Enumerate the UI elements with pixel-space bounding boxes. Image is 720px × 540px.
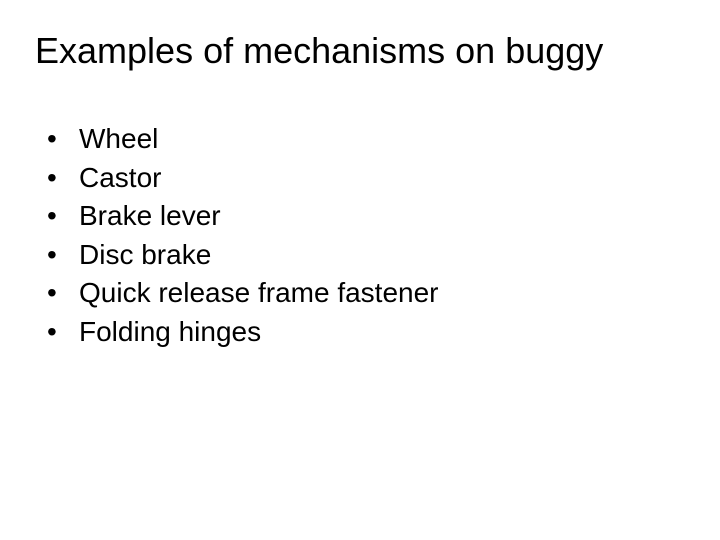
bullet-text: Wheel (79, 122, 685, 156)
list-item: • Brake lever (47, 199, 685, 233)
list-item: • Folding hinges (47, 315, 685, 349)
bullet-text: Disc brake (79, 238, 685, 272)
slide-container: Examples of mechanisms on buggy • Wheel … (0, 0, 720, 540)
slide-title: Examples of mechanisms on buggy (35, 30, 685, 72)
bullet-text: Quick release frame fastener (79, 276, 685, 310)
bullet-icon: • (47, 122, 79, 156)
list-item: • Wheel (47, 122, 685, 156)
bullet-text: Castor (79, 161, 685, 195)
bullet-list: • Wheel • Castor • Brake lever • Disc br… (35, 122, 685, 349)
bullet-icon: • (47, 199, 79, 233)
bullet-text: Brake lever (79, 199, 685, 233)
bullet-icon: • (47, 276, 79, 310)
bullet-icon: • (47, 161, 79, 195)
bullet-text: Folding hinges (79, 315, 685, 349)
bullet-icon: • (47, 238, 79, 272)
bullet-icon: • (47, 315, 79, 349)
list-item: • Disc brake (47, 238, 685, 272)
list-item: • Quick release frame fastener (47, 276, 685, 310)
list-item: • Castor (47, 161, 685, 195)
